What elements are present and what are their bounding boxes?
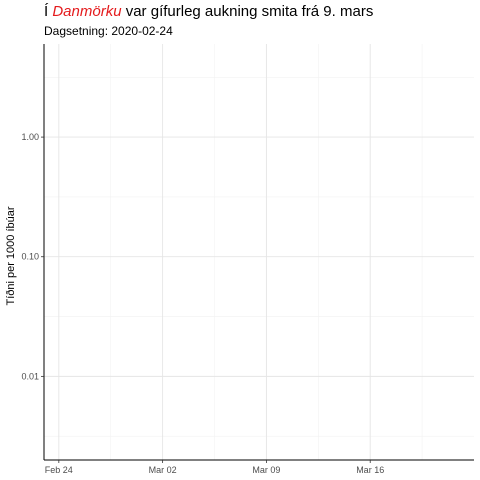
y-axis-ticks: 1.00 0.10 0.01 [21, 132, 44, 381]
title-prefix: Í [44, 3, 49, 20]
title-highlight-country: Danmörku [52, 3, 122, 20]
x-tick-label: Mar 09 [252, 465, 280, 475]
minor-grid [44, 44, 474, 460]
x-tick-label: Mar 02 [149, 465, 177, 475]
title-suffix: var gífurleg aukning smita frá 9. mars [125, 3, 374, 20]
y-tick-label: 1.00 [21, 132, 39, 142]
y-tick-label: 0.01 [21, 371, 39, 381]
chart-title: Í Danmörku var gífurleg aukning smita fr… [44, 3, 373, 20]
major-grid [44, 44, 474, 460]
x-axis-ticks: Feb 24 Mar 02 Mar 09 Mar 16 [45, 460, 384, 475]
y-axis-title: Tíðni per 1000 íbúar [5, 206, 17, 305]
x-tick-label: Feb 24 [45, 465, 73, 475]
chart-subtitle: Dagsetning: 2020-02-24 [44, 24, 173, 38]
x-tick-label: Mar 16 [356, 465, 384, 475]
y-tick-label: 0.10 [21, 252, 39, 262]
